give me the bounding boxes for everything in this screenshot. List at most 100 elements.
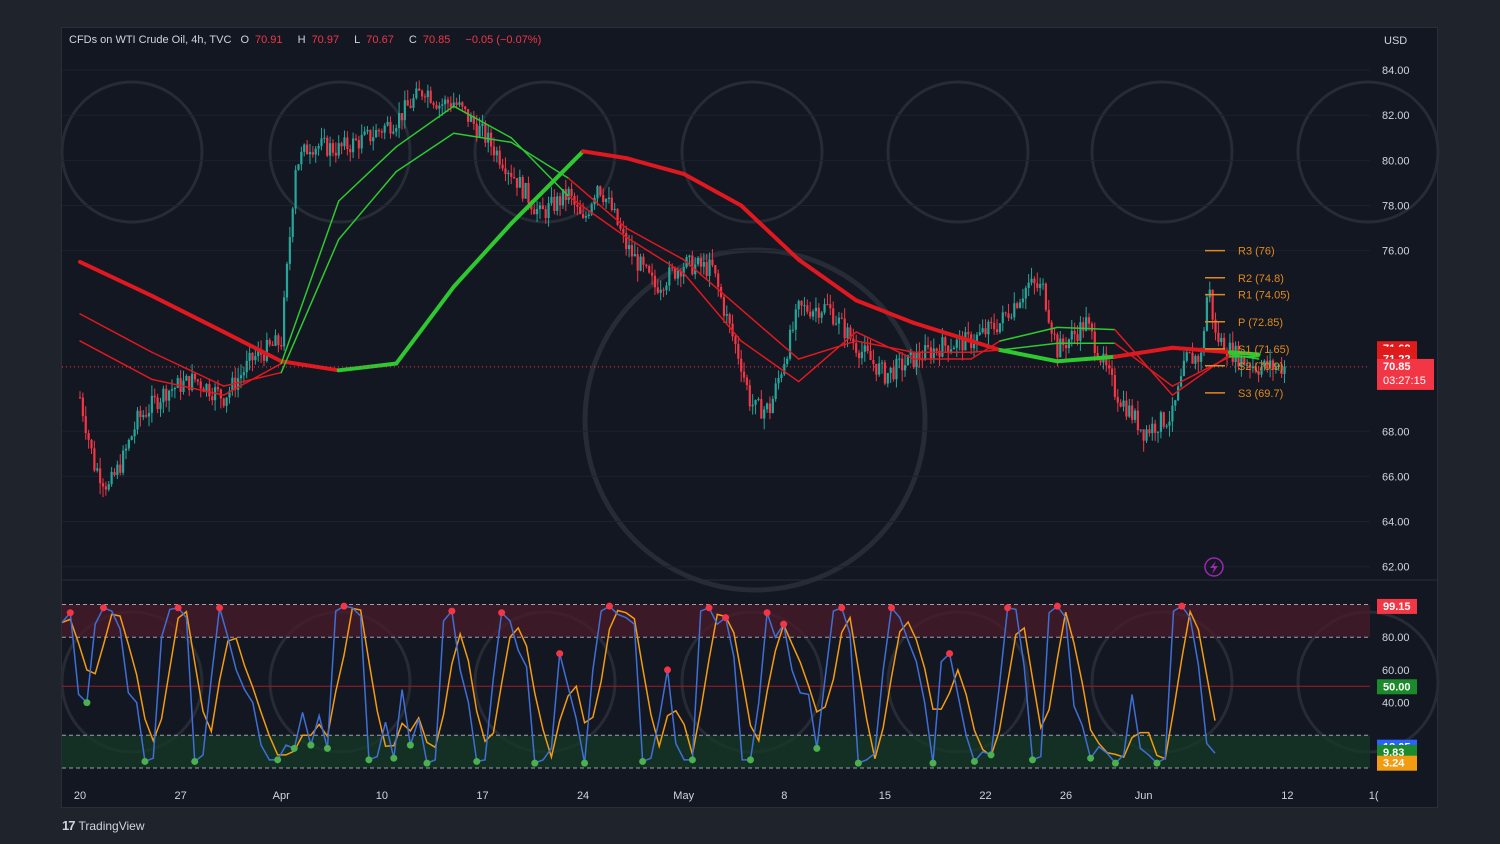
- candle: [786, 358, 789, 364]
- watermark-logo-icon: [268, 80, 412, 224]
- candle: [512, 176, 516, 179]
- candle: [1079, 322, 1082, 341]
- candle: [866, 345, 869, 351]
- candle: [533, 209, 536, 215]
- stoch-cross-dot: [1153, 759, 1161, 767]
- candle: [1202, 330, 1206, 353]
- candle: [863, 345, 866, 352]
- ma_slow-line: [149, 293, 226, 334]
- candle: [150, 395, 153, 413]
- candle: [1185, 352, 1188, 361]
- candle: [1251, 366, 1254, 369]
- candle: [484, 123, 487, 143]
- stoch-cross-dot: [556, 650, 564, 658]
- ma_fast-line: [1171, 353, 1231, 396]
- ma_slow-line: [969, 338, 1002, 352]
- candle: [1225, 352, 1229, 357]
- candle: [1113, 375, 1117, 397]
- stoch-cross-dot: [531, 759, 539, 767]
- candle: [107, 484, 110, 490]
- watermark-logo-icon: [473, 80, 617, 224]
- candle: [639, 256, 642, 271]
- lightning-icon[interactable]: [1204, 557, 1224, 577]
- candle: [883, 362, 887, 384]
- candle: [205, 384, 208, 393]
- candle: [377, 130, 381, 132]
- ma_fast-line: [682, 272, 742, 342]
- candle: [346, 137, 349, 150]
- candle: [794, 309, 797, 330]
- candle: [918, 352, 921, 360]
- stoch-cross-dot: [722, 614, 730, 622]
- candle: [369, 129, 372, 142]
- candle: [317, 146, 320, 149]
- tradingview-logo-icon[interactable]: 17: [62, 818, 76, 833]
- candle: [800, 300, 803, 306]
- candle: [320, 138, 323, 147]
- stoch-cross-dot: [780, 620, 788, 628]
- stoch-d-line: [61, 607, 1216, 761]
- candle: [829, 304, 832, 309]
- candle: [432, 102, 435, 105]
- candle: [553, 196, 556, 211]
- candle: [173, 387, 176, 390]
- candle: [478, 126, 481, 137]
- candle: [722, 297, 726, 316]
- candle: [498, 150, 501, 165]
- price-tick-label: 80.00: [1382, 155, 1410, 167]
- candle: [1148, 429, 1151, 434]
- candle: [265, 340, 268, 361]
- candle: [1059, 338, 1062, 358]
- candle: [165, 388, 168, 401]
- candle: [1024, 288, 1027, 299]
- candle: [1269, 360, 1272, 369]
- candle: [832, 308, 835, 325]
- candle: [271, 344, 274, 346]
- countdown-text: 03:27:15: [1383, 375, 1426, 387]
- candle: [420, 90, 424, 97]
- candle: [130, 436, 133, 440]
- candle: [783, 363, 786, 375]
- stoch-cross-dot: [290, 744, 298, 752]
- candle: [1119, 402, 1122, 407]
- candle: [650, 272, 654, 276]
- stoch-cross-dot: [763, 609, 771, 617]
- ma_fast-line: [797, 331, 857, 383]
- time-tick-label: 26: [1060, 790, 1072, 802]
- ma_mid-line: [280, 238, 340, 374]
- stoch-cross-dot: [99, 604, 107, 612]
- candle: [1194, 356, 1197, 364]
- ma_slow-line: [78, 259, 154, 298]
- candle: [93, 448, 96, 471]
- candle: [972, 343, 976, 349]
- candle: [998, 323, 1002, 333]
- candle: [1200, 352, 1203, 362]
- candle: [567, 188, 570, 201]
- time-tick-label: 24: [577, 790, 589, 802]
- candle: [1188, 352, 1191, 354]
- candle: [329, 143, 332, 156]
- candle: [665, 285, 668, 291]
- candle: [429, 90, 432, 103]
- candle: [504, 168, 507, 175]
- stoch-cross-dot: [987, 751, 995, 759]
- symbol-title[interactable]: CFDs on WTI Crude Oil, 4h, TVC: [69, 34, 232, 46]
- stoch-cross-dot: [390, 754, 398, 762]
- candle: [708, 259, 711, 276]
- candle: [1062, 338, 1065, 345]
- ma_mid-line: [452, 132, 512, 144]
- ma_slow-line: [1055, 354, 1117, 364]
- candle: [277, 335, 280, 346]
- candle: [403, 100, 406, 121]
- candle: [283, 297, 286, 347]
- candle: [337, 143, 340, 156]
- ma_fast-line: [999, 326, 1059, 342]
- ma_mid-line: [999, 342, 1059, 351]
- candle: [527, 182, 530, 203]
- candle: [122, 450, 125, 473]
- candle: [878, 363, 881, 375]
- stoch-badge-text: 3.24: [1383, 758, 1405, 770]
- candle: [656, 287, 659, 293]
- candle: [1122, 400, 1125, 407]
